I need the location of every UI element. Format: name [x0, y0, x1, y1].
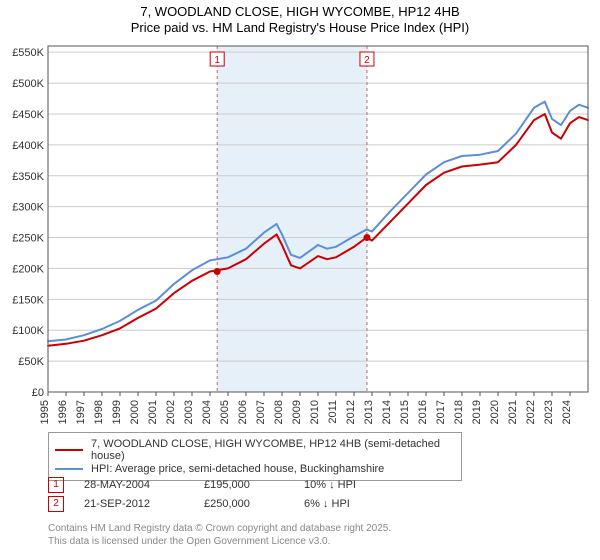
svg-text:1998: 1998: [93, 400, 105, 424]
svg-text:2013: 2013: [363, 400, 375, 424]
svg-text:£300K: £300K: [12, 202, 44, 214]
sale-delta: 6% ↓ HPI: [304, 498, 404, 510]
svg-text:£200K: £200K: [12, 263, 44, 275]
chart-svg: £0 £50K £100K £150K £200K £250K £300K £350K £400…: [8, 40, 592, 428]
svg-text:2005: 2005: [219, 400, 231, 424]
svg-text:2004: 2004: [201, 400, 213, 424]
svg-text:2002: 2002: [165, 400, 177, 424]
svg-text:2021: 2021: [507, 400, 519, 424]
svg-text:1: 1: [214, 55, 220, 66]
svg-text:1995: 1995: [39, 400, 51, 424]
legend-label: 7, WOODLAND CLOSE, HIGH WYCOMBE, HP12 4H…: [91, 438, 455, 462]
svg-text:2023: 2023: [543, 400, 555, 424]
chart-area: £0 £50K £100K £150K £200K £250K £300K £350K £400…: [8, 40, 592, 428]
svg-text:£100K: £100K: [12, 325, 44, 337]
svg-text:1996: 1996: [57, 400, 69, 424]
svg-text:2016: 2016: [417, 400, 429, 424]
svg-text:2010: 2010: [309, 400, 321, 424]
svg-text:£150K: £150K: [12, 294, 44, 306]
chart-title-line1: 7, WOODLAND CLOSE, HIGH WYCOMBE, HP12 4H…: [0, 4, 600, 20]
svg-text:2011: 2011: [327, 400, 339, 424]
svg-text:£0: £0: [32, 387, 44, 399]
sales-table: 1 28-MAY-2004£195,00010% ↓ HPI 2 21-SEP-201…: [48, 474, 404, 515]
svg-text:1997: 1997: [75, 400, 87, 424]
footer-note: Contains HM Land Registry data © Crown c…: [48, 522, 391, 548]
svg-text:2022: 2022: [525, 400, 537, 424]
svg-text:£250K: £250K: [12, 233, 44, 245]
svg-text:2007: 2007: [255, 400, 267, 424]
svg-text:£550K: £550K: [12, 47, 44, 59]
svg-text:2024: 2024: [561, 400, 573, 424]
sale-row: 2 21-SEP-2012£250,0006% ↓ HPI: [48, 496, 404, 512]
legend-swatch: [55, 468, 83, 470]
sale-price: £195,000: [204, 479, 304, 491]
footer-line1: Contains HM Land Registry data © Crown c…: [48, 522, 391, 535]
sale-date: 21-SEP-2012: [84, 498, 204, 510]
svg-text:2017: 2017: [435, 400, 447, 424]
svg-text:£500K: £500K: [12, 78, 44, 90]
svg-text:2008: 2008: [273, 400, 285, 424]
legend-item: 7, WOODLAND CLOSE, HIGH WYCOMBE, HP12 4H…: [55, 438, 455, 462]
sale-marker: 2: [48, 496, 64, 512]
svg-text:£50K: £50K: [18, 356, 44, 368]
svg-text:1999: 1999: [111, 400, 123, 424]
sale-date: 28-MAY-2004: [84, 479, 204, 491]
svg-text:2014: 2014: [381, 400, 393, 424]
svg-text:2018: 2018: [453, 400, 465, 424]
svg-text:£450K: £450K: [12, 109, 44, 121]
svg-text:2020: 2020: [489, 400, 501, 424]
svg-text:2000: 2000: [129, 400, 141, 424]
svg-text:2: 2: [364, 55, 370, 66]
svg-text:2006: 2006: [237, 400, 249, 424]
svg-text:£400K: £400K: [12, 140, 44, 152]
sale-marker: 1: [48, 477, 64, 493]
svg-text:£350K: £350K: [12, 171, 44, 183]
sale-delta: 10% ↓ HPI: [304, 479, 404, 491]
sale-price: £250,000: [204, 498, 304, 510]
svg-text:2012: 2012: [345, 400, 357, 424]
svg-text:2019: 2019: [471, 400, 483, 424]
svg-text:2001: 2001: [147, 400, 159, 424]
legend-swatch: [55, 449, 83, 451]
chart-title-block: 7, WOODLAND CLOSE, HIGH WYCOMBE, HP12 4H…: [0, 0, 600, 37]
svg-text:2003: 2003: [183, 400, 195, 424]
footer-line2: This data is licensed under the Open Gov…: [48, 535, 391, 548]
chart-title-line2: Price paid vs. HM Land Registry's House …: [0, 20, 600, 36]
svg-text:2015: 2015: [399, 400, 411, 424]
sale-row: 1 28-MAY-2004£195,00010% ↓ HPI: [48, 477, 404, 493]
svg-text:2009: 2009: [291, 400, 303, 424]
